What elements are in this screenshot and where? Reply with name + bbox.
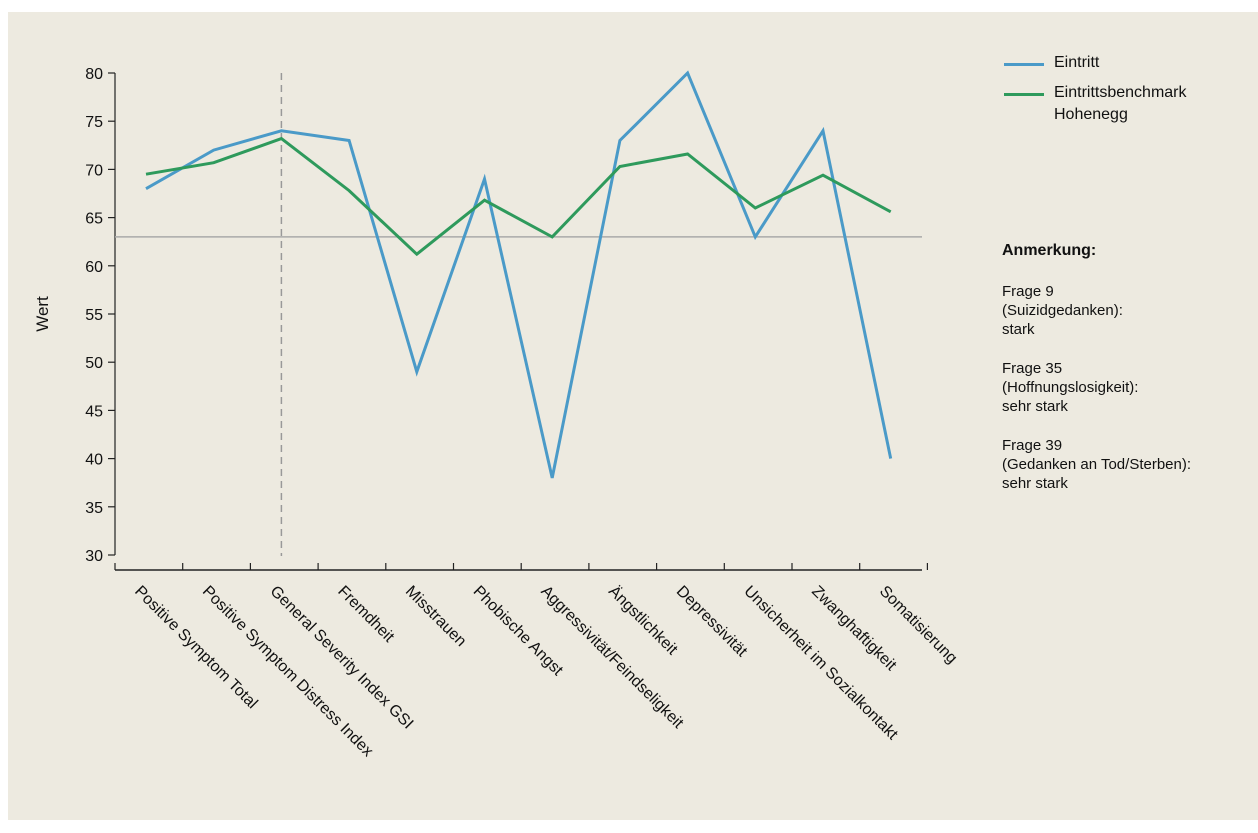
legend-item-benchmark: Eintrittsbenchmark Hohenegg bbox=[1004, 82, 1258, 126]
x-category-label: Misstrauen bbox=[402, 583, 469, 650]
chart-panel: 30 35 40 45 50 55 60 65 70 75 80 Wert Positive Sympt… bbox=[8, 12, 1258, 820]
y-tick-label: 55 bbox=[85, 307, 103, 324]
legend-item-eintritt: Eintritt bbox=[1004, 52, 1258, 74]
series-line-eintritt bbox=[145, 70, 893, 479]
legend-label-benchmark: Eintrittsbenchmark Hohenegg bbox=[1054, 84, 1187, 123]
legend-swatch-benchmark bbox=[1004, 93, 1044, 96]
series-line-benchmark bbox=[145, 136, 892, 257]
x-category-label: Aggressivität/Feindseligkeit bbox=[537, 583, 686, 732]
x-category-label: Ängstlichkeit bbox=[605, 582, 682, 659]
y-tick-label: 50 bbox=[85, 355, 103, 372]
annotation-note: Frage 39 (Gedanken an Tod/Sterben): sehr… bbox=[1002, 437, 1192, 492]
y-tick-label: 75 bbox=[85, 114, 103, 131]
annotation-box: Anmerkung: Frage 9 (Suizidgedanken): sta… bbox=[1002, 242, 1258, 513]
y-tick-label: 35 bbox=[85, 500, 103, 517]
y-axis-label: Wert bbox=[33, 296, 52, 332]
legend-label-eintritt: Eintritt bbox=[1054, 54, 1100, 71]
y-tick-label: 45 bbox=[85, 403, 103, 420]
annotation-title: Anmerkung: bbox=[1002, 242, 1097, 259]
x-category-label: Positive Symptom Total bbox=[131, 583, 260, 712]
legend: Eintritt Eintrittsbenchmark Hohenegg bbox=[1004, 52, 1258, 134]
y-tick-label: 65 bbox=[85, 211, 103, 228]
legend-swatch-eintritt bbox=[1004, 63, 1044, 66]
line-chart: 30 35 40 45 50 55 60 65 70 75 80 Wert Positive Sympt… bbox=[33, 66, 960, 760]
x-category-label: Depressivität bbox=[673, 583, 751, 661]
x-category-label: General Severity Index GSI bbox=[267, 583, 417, 733]
y-tick-label: 70 bbox=[85, 162, 103, 179]
y-tick-label: 40 bbox=[85, 452, 103, 469]
y-tick-label: 80 bbox=[85, 66, 103, 83]
y-tick-label: 60 bbox=[85, 259, 103, 276]
annotation-note: Frage 9 (Suizidgedanken): stark bbox=[1002, 283, 1123, 338]
annotation-note: Frage 35 (Hoffnungslosigkeit): sehr star… bbox=[1002, 360, 1139, 415]
y-tick-label: 30 bbox=[85, 548, 103, 565]
x-category-label: Fremdheit bbox=[334, 583, 397, 646]
